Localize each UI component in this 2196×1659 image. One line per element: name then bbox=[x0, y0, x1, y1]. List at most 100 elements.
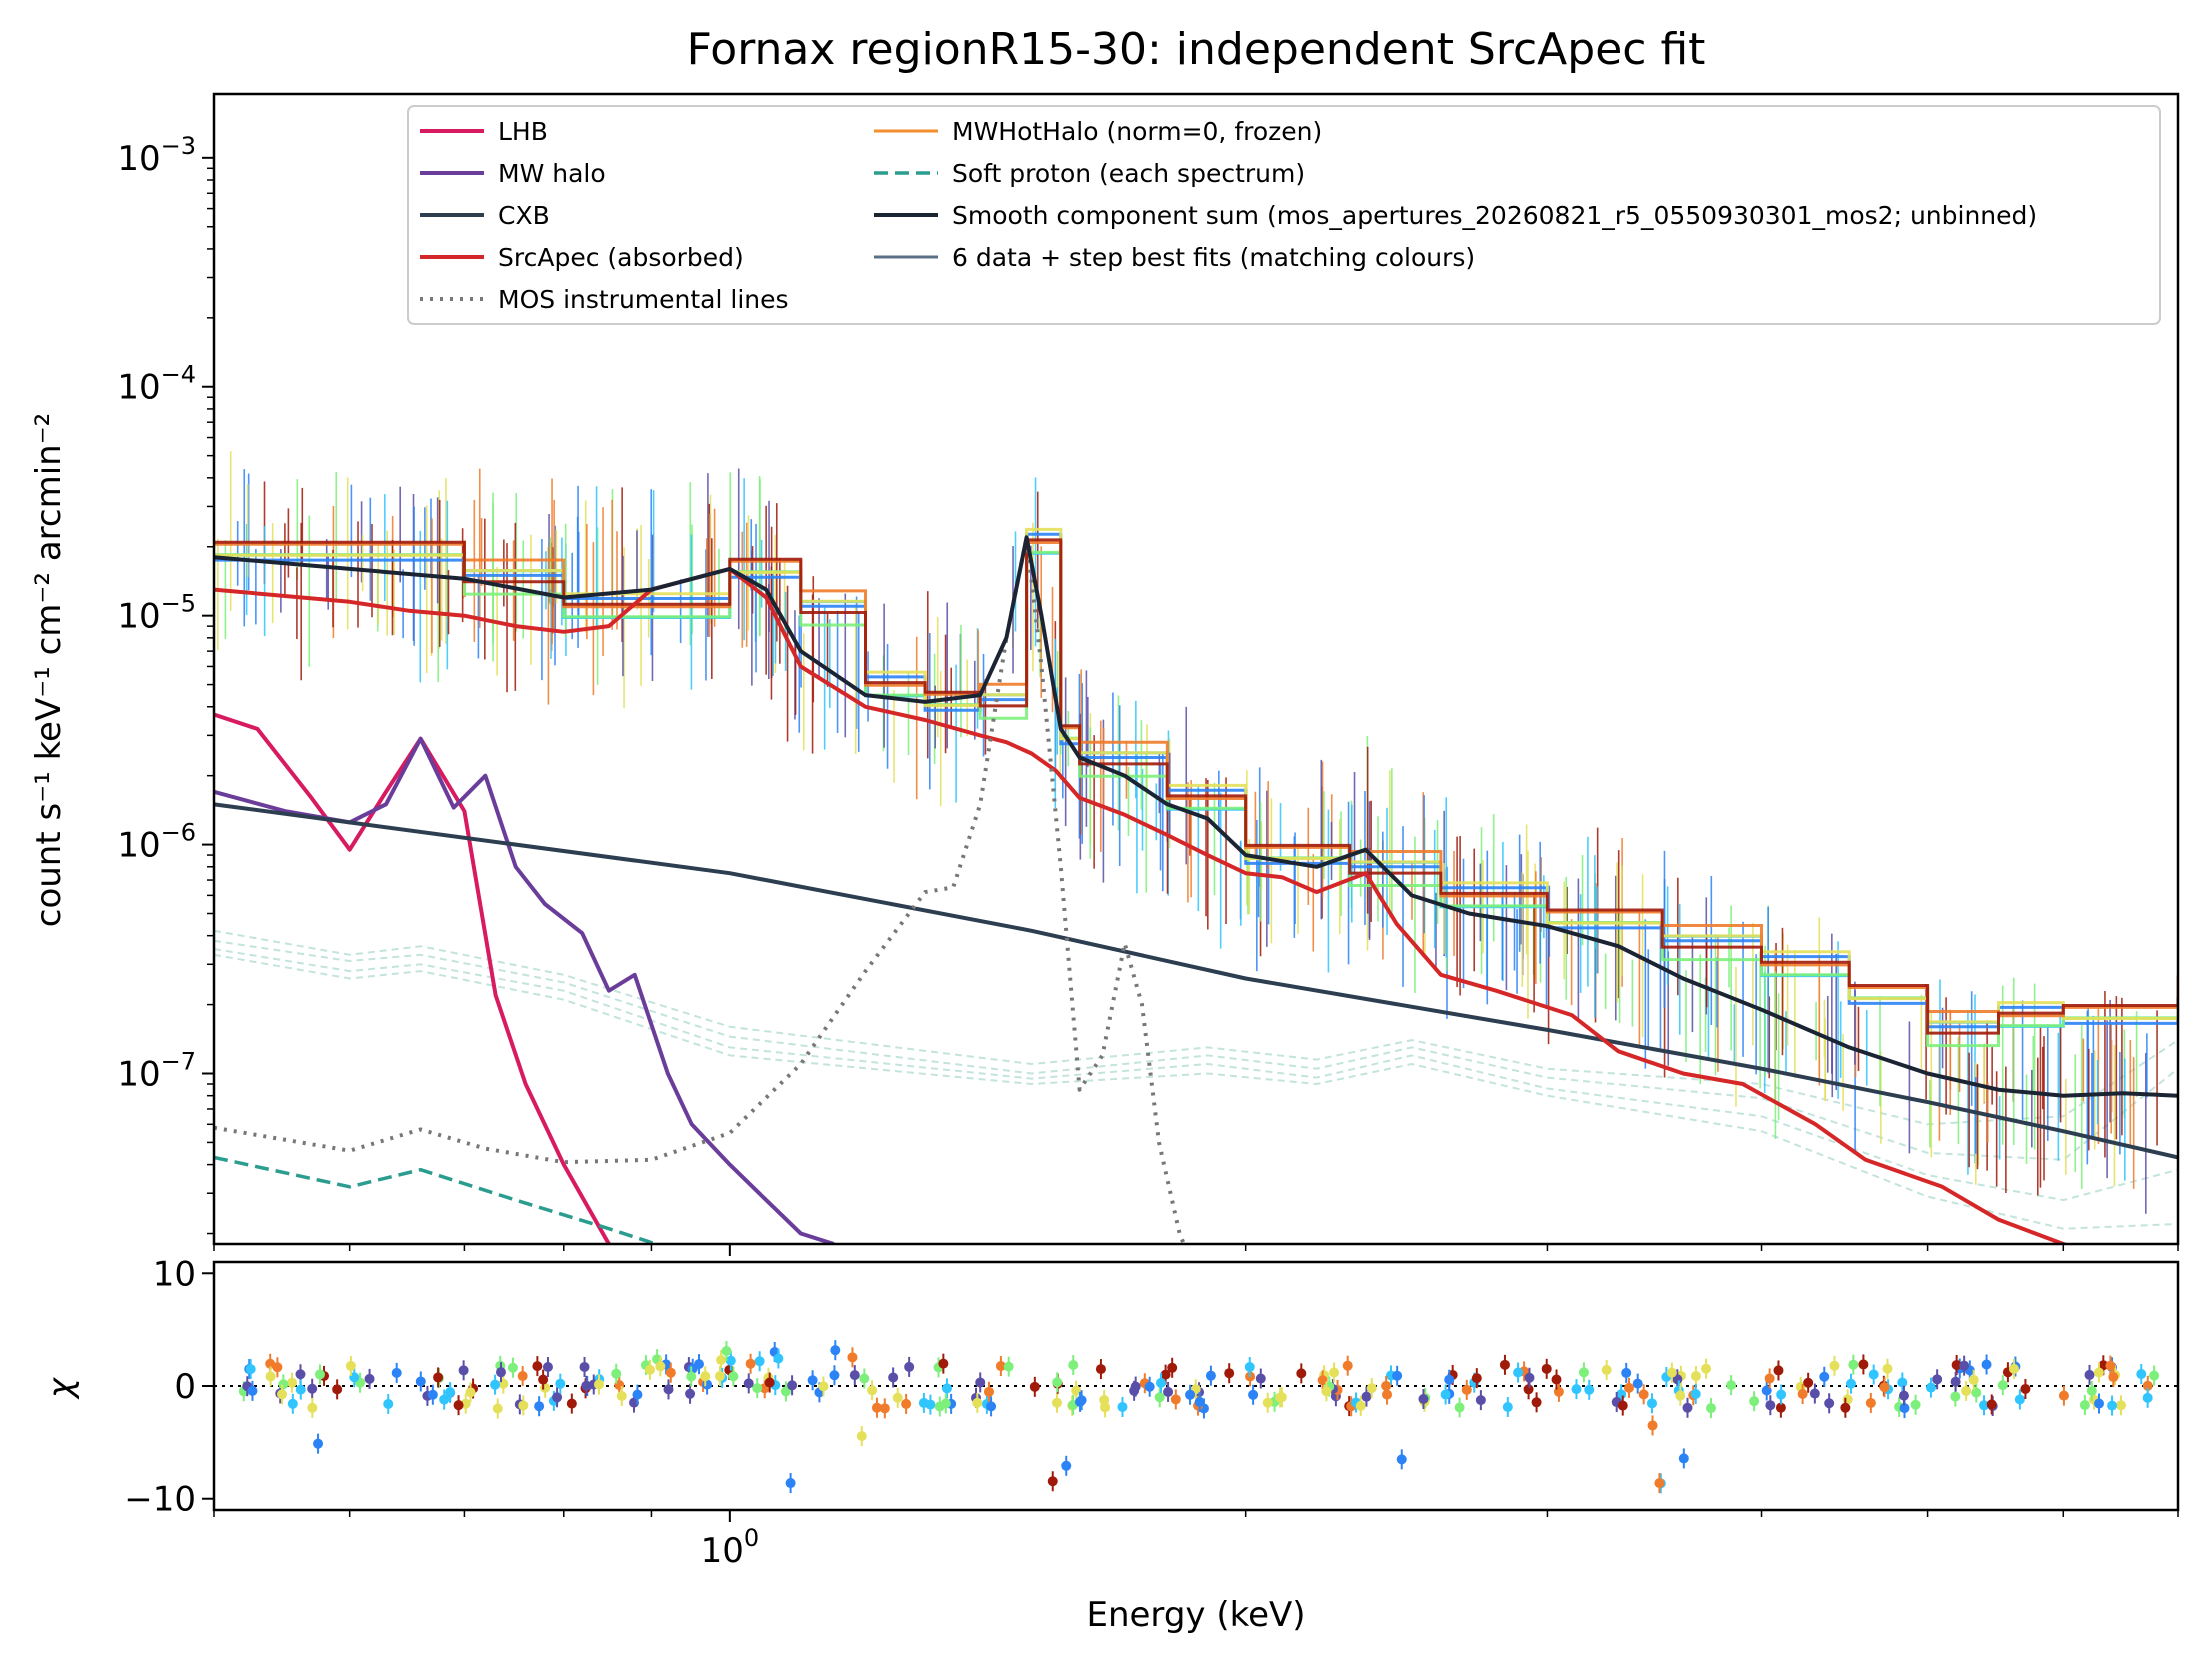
spectrum-ylabel: count s⁻¹ keV⁻¹ cm⁻² arcmin⁻² bbox=[29, 413, 69, 928]
residual-point bbox=[807, 1375, 818, 1386]
residual-point bbox=[2107, 1400, 2118, 1411]
ytick-label: 10−6 bbox=[117, 819, 196, 866]
residual-point bbox=[2020, 1383, 2031, 1394]
legend: LHB MW halo CXB SrcApec (absorbed) MOS instr… bbox=[407, 105, 2161, 325]
residual-point bbox=[1925, 1382, 1936, 1393]
residual-point bbox=[1248, 1389, 1259, 1400]
ytick-label: 10−4 bbox=[117, 361, 196, 408]
residual-point bbox=[725, 1355, 736, 1366]
legend-box bbox=[407, 105, 2161, 325]
residual-point bbox=[1968, 1374, 1979, 1385]
residual-point bbox=[1553, 1386, 1564, 1397]
residual-point bbox=[495, 1367, 506, 1378]
soft-proton-faint-0 bbox=[214, 929, 2178, 1126]
residual-point bbox=[745, 1358, 756, 1369]
residual-point bbox=[1262, 1397, 1273, 1408]
residual-point bbox=[1029, 1381, 1040, 1392]
residual-point bbox=[728, 1371, 739, 1382]
residual-point bbox=[1775, 1402, 1786, 1413]
residual-point bbox=[287, 1398, 298, 1409]
residual-point bbox=[1571, 1384, 1582, 1395]
residual-point bbox=[1726, 1380, 1737, 1391]
residual-point bbox=[1819, 1371, 1830, 1382]
residual-point bbox=[1513, 1367, 1524, 1378]
series-mos bbox=[214, 535, 1187, 1244]
residual-point bbox=[383, 1398, 394, 1409]
residual-point bbox=[1167, 1362, 1178, 1373]
residual-point bbox=[941, 1383, 952, 1394]
residual-point bbox=[780, 1386, 791, 1397]
residual-point bbox=[1068, 1360, 1079, 1371]
residual-point bbox=[983, 1386, 994, 1397]
residual-point bbox=[286, 1377, 297, 1388]
residual-point bbox=[445, 1387, 456, 1398]
residual-point bbox=[1632, 1378, 1643, 1389]
residual-point bbox=[1617, 1400, 1628, 1411]
residual-point bbox=[427, 1389, 438, 1400]
residual-point bbox=[1381, 1380, 1392, 1391]
residual-point bbox=[439, 1394, 450, 1405]
xlabel: Energy (keV) bbox=[1086, 1595, 1305, 1635]
residual-point bbox=[616, 1391, 627, 1402]
residual-point bbox=[1194, 1396, 1205, 1407]
residual-point bbox=[665, 1367, 676, 1378]
residual-point bbox=[1475, 1395, 1486, 1406]
residual-point bbox=[538, 1374, 549, 1385]
residual-ytick-label: 10 bbox=[153, 1254, 196, 1294]
residual-point bbox=[1654, 1478, 1665, 1489]
residual-point bbox=[1979, 1400, 1990, 1411]
residual-point bbox=[552, 1392, 563, 1403]
residual-point bbox=[754, 1356, 765, 1367]
legend-label: 6 data + step best fits (matching colour… bbox=[952, 243, 1475, 272]
spectrum-axis-ticks: 10−7 10−6 10−5 10−4 10−3 bbox=[117, 132, 2179, 1256]
legend-label: LHB bbox=[498, 117, 548, 146]
residual-point bbox=[1185, 1389, 1196, 1400]
residual-point bbox=[1675, 1390, 1686, 1401]
residual-point bbox=[307, 1383, 318, 1394]
residual-point bbox=[1666, 1367, 1677, 1378]
residual-point bbox=[867, 1385, 878, 1396]
residual-point bbox=[1499, 1359, 1510, 1370]
residual-point bbox=[716, 1354, 727, 1365]
residual-point bbox=[1130, 1381, 1141, 1392]
residual-point bbox=[1829, 1360, 1840, 1371]
residual-point bbox=[507, 1362, 518, 1373]
residual-point bbox=[453, 1400, 464, 1411]
residual-point bbox=[1749, 1396, 1760, 1407]
residual-point bbox=[1981, 1359, 1992, 1370]
residual-point bbox=[1647, 1420, 1658, 1431]
residual-point bbox=[856, 1431, 867, 1442]
residual-ytick-label: 0 bbox=[174, 1367, 196, 1407]
chart-title: Fornax regionR15-30: independent SrcApec… bbox=[687, 24, 1706, 75]
residual-point bbox=[1418, 1393, 1429, 1404]
residual-point bbox=[1910, 1399, 1921, 1410]
residual-point bbox=[773, 1353, 784, 1364]
residual-point bbox=[687, 1363, 698, 1374]
residual-point bbox=[2105, 1360, 2116, 1371]
residual-point bbox=[2084, 1369, 2095, 1380]
ytick-label: 10−3 bbox=[117, 132, 196, 179]
residual-point bbox=[492, 1403, 503, 1414]
soft-proton-faint-2 bbox=[214, 948, 2178, 1202]
legend-label: MOS instrumental lines bbox=[498, 285, 789, 314]
residual-point bbox=[663, 1384, 674, 1395]
residual-point bbox=[272, 1362, 283, 1373]
residual-point bbox=[1621, 1367, 1632, 1378]
residual-point bbox=[918, 1397, 929, 1408]
residual-point bbox=[458, 1365, 469, 1376]
residual-point bbox=[2093, 1367, 2104, 1378]
residual-point bbox=[1765, 1400, 1776, 1411]
residual-point bbox=[785, 1478, 796, 1489]
residual-point bbox=[542, 1361, 553, 1372]
residual-point bbox=[1868, 1369, 1879, 1380]
residual-point bbox=[518, 1400, 529, 1411]
residual-point bbox=[1899, 1403, 1910, 1414]
legend-label: MWHotHalo (norm=0, frozen) bbox=[952, 117, 1322, 146]
residual-point bbox=[1296, 1368, 1307, 1379]
residual-ylabel: χ bbox=[41, 1376, 81, 1400]
residual-point bbox=[2142, 1380, 2153, 1391]
residual-point bbox=[265, 1371, 276, 1382]
residual-point bbox=[1461, 1384, 1472, 1395]
residual-point bbox=[1524, 1372, 1535, 1383]
residual-point bbox=[364, 1373, 375, 1384]
